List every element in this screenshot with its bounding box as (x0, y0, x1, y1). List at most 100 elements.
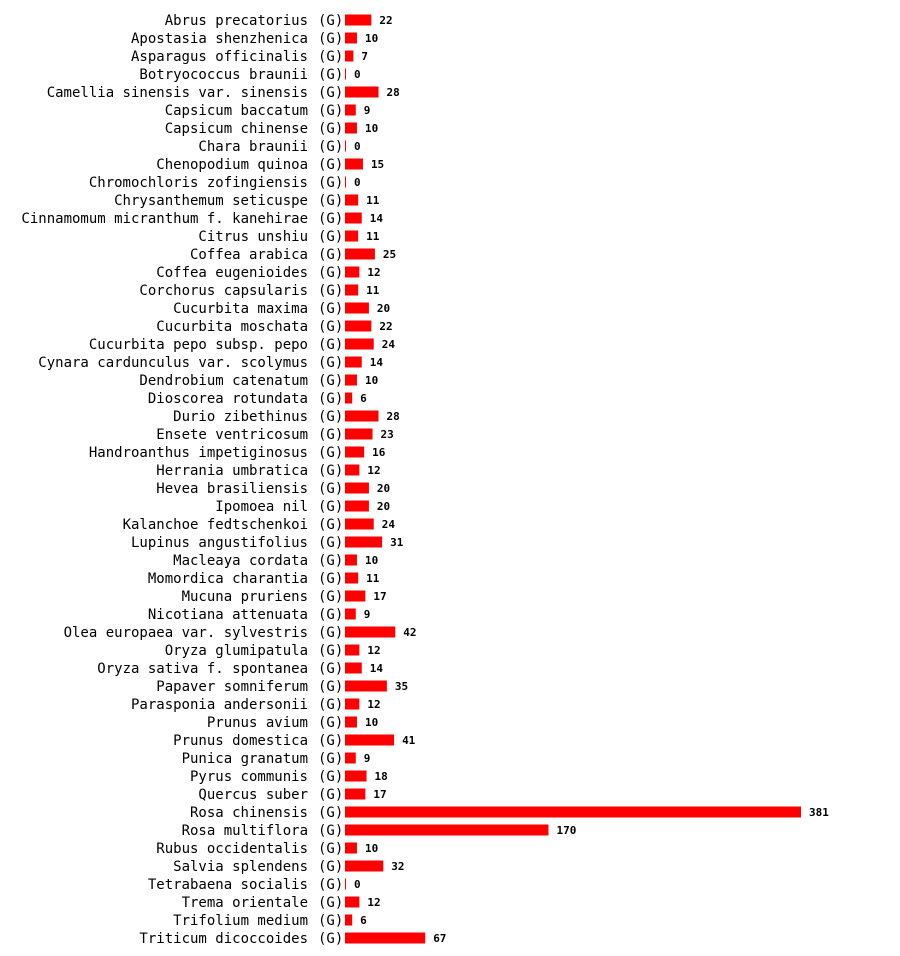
category-label: Handroanthus impetiginosus (89, 445, 308, 461)
bar (345, 932, 426, 944)
category-label: Olea europaea var. sylvestris (64, 625, 308, 641)
bar-row: Botryococcus braunii (G) 0 (139, 67, 360, 83)
value-label: 381 (809, 806, 829, 819)
group-tag: (G) (318, 715, 343, 731)
bar (345, 392, 353, 404)
bar (345, 770, 367, 782)
group-tag: (G) (318, 13, 343, 29)
bar (345, 464, 360, 476)
value-label: 12 (367, 896, 380, 909)
bar-row: Oryza sativa f. spontanea (G) 14 (97, 661, 383, 677)
bar (345, 320, 372, 332)
category-label: Macleaya cordata (173, 553, 308, 569)
group-tag: (G) (318, 643, 343, 659)
group-tag: (G) (318, 283, 343, 299)
value-label: 12 (367, 266, 380, 279)
bar (345, 14, 372, 26)
group-tag: (G) (318, 517, 343, 533)
bar (345, 86, 379, 98)
group-tag: (G) (318, 913, 343, 929)
value-label: 24 (382, 518, 396, 531)
bar (345, 842, 357, 854)
bar (345, 914, 353, 926)
value-label: 0 (354, 878, 361, 891)
bar (345, 626, 396, 638)
bar-row: Coffea eugenioides (G) 12 (156, 265, 380, 281)
bar-row: Ensete ventricosum (G) 23 (156, 427, 393, 443)
group-tag: (G) (318, 31, 343, 47)
category-label: Cucurbita pepo subsp. pepo (89, 337, 308, 353)
group-tag: (G) (318, 769, 343, 785)
value-label: 6 (360, 914, 367, 927)
bar (345, 410, 379, 422)
bar (345, 284, 359, 296)
group-tag: (G) (318, 589, 343, 605)
value-label: 28 (387, 410, 400, 423)
group-tag: (G) (318, 607, 343, 623)
value-label: 67 (433, 932, 446, 945)
value-label: 12 (367, 698, 380, 711)
bar-row: Cynara cardunculus var. scolymus (G) 14 (38, 355, 383, 371)
bar (345, 356, 362, 368)
bar (345, 428, 373, 440)
category-label: Tetrabaena socialis (148, 877, 308, 893)
group-tag: (G) (318, 859, 343, 875)
value-label: 10 (365, 842, 378, 855)
bar-row: Punica granatum (G) 9 (182, 751, 371, 767)
category-label: Kalanchoe fedtschenkoi (123, 517, 308, 533)
bar-row: Durio zibethinus (G) 28 (173, 409, 400, 425)
bar-row: Herrania umbratica (G) 12 (156, 463, 380, 479)
bar (345, 752, 356, 764)
bar (345, 662, 362, 674)
category-label: Quercus suber (198, 787, 308, 803)
bar-row: Trema orientale (G) 12 (182, 895, 381, 911)
value-label: 22 (379, 14, 392, 27)
group-tag: (G) (318, 877, 343, 893)
bar (345, 374, 357, 386)
category-label: Citrus unshiu (198, 229, 308, 245)
bar-row: Abrus precatorius (G) 22 (165, 13, 393, 29)
bar-row: Rosa chinensis (G) 381 (190, 805, 829, 821)
bar-row: Tetrabaena socialis (G) 0 (148, 877, 361, 893)
bar-row: Handroanthus impetiginosus (G) 16 (89, 445, 386, 461)
value-label: 24 (382, 338, 396, 351)
group-tag: (G) (318, 895, 343, 911)
bar (345, 482, 369, 494)
value-label: 14 (370, 356, 384, 369)
group-tag: (G) (318, 301, 343, 317)
bar (345, 734, 395, 746)
value-label: 9 (364, 752, 371, 765)
group-tag: (G) (318, 427, 343, 443)
bar-row: Chrysanthemum seticuspe (G) 11 (114, 193, 380, 209)
value-label: 20 (377, 500, 390, 513)
category-label: Nicotiana attenuata (148, 607, 308, 623)
category-label: Herrania umbratica (156, 463, 308, 479)
group-tag: (G) (318, 373, 343, 389)
bar-row: Cucurbita maxima (G) 20 (173, 301, 390, 317)
category-label: Hevea brasiliensis (156, 481, 308, 497)
group-tag: (G) (318, 193, 343, 209)
group-tag: (G) (318, 103, 343, 119)
bar-row: Chromochloris zofingiensis (G) 0 (89, 175, 361, 191)
category-label: Chromochloris zofingiensis (89, 175, 308, 191)
value-label: 20 (377, 302, 390, 315)
category-label: Prunus domestica (173, 733, 308, 749)
group-tag: (G) (318, 733, 343, 749)
group-tag: (G) (318, 571, 343, 587)
group-tag: (G) (318, 535, 343, 551)
group-tag: (G) (318, 697, 343, 713)
value-label: 10 (365, 374, 378, 387)
value-label: 32 (391, 860, 404, 873)
category-label: Dioscorea rotundata (148, 391, 308, 407)
value-label: 11 (366, 284, 380, 297)
bar (345, 158, 363, 170)
bar-row: Rosa multiflora (G) 170 (182, 823, 577, 839)
bar (345, 680, 387, 692)
bar-row: Capsicum chinense (G) 10 (165, 121, 379, 137)
bar (345, 122, 357, 134)
bar (345, 176, 346, 188)
bar (345, 518, 374, 530)
bar (345, 446, 365, 458)
category-label: Oryza sativa f. spontanea (97, 661, 308, 677)
